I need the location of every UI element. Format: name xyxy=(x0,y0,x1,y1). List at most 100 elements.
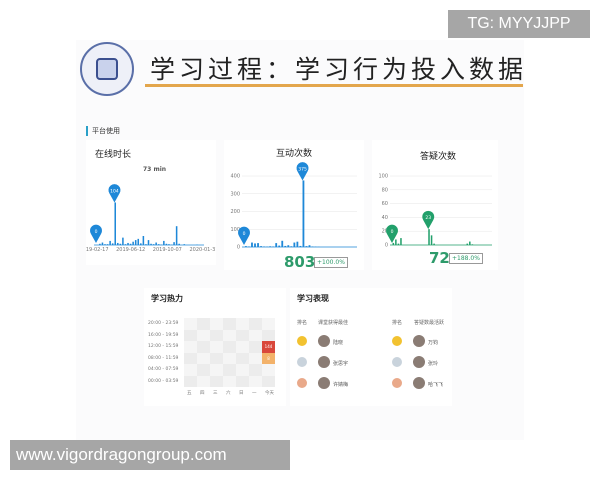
heatmap-cell[interactable] xyxy=(236,318,249,330)
marker-label: 375 xyxy=(298,166,307,172)
heatmap-cell[interactable] xyxy=(236,364,249,376)
bar xyxy=(99,243,101,245)
heatmap-cell[interactable] xyxy=(249,352,262,364)
heatmap-cell[interactable] xyxy=(249,341,262,353)
heatmap-row-label: 16:00 - 19:59 xyxy=(148,332,179,338)
heatmap-cell[interactable] xyxy=(184,329,197,341)
rank-header: 排名 xyxy=(297,320,308,326)
rank-header: 排名 xyxy=(392,320,403,326)
heatmap-cell[interactable] xyxy=(184,352,197,364)
heatmap-cell[interactable] xyxy=(197,364,210,376)
bar xyxy=(183,244,186,245)
heatmap-cell[interactable] xyxy=(184,364,197,376)
marker-pin xyxy=(296,162,309,181)
marker-label: 104 xyxy=(110,188,119,194)
y-tick-label: 40 xyxy=(382,215,388,221)
bar xyxy=(428,229,430,245)
bar xyxy=(111,243,114,245)
heatmap-row-label: 00:00 - 03:59 xyxy=(148,378,179,384)
bar xyxy=(163,240,165,245)
bar xyxy=(260,246,262,247)
interaction-panel: 互动次数 0 100 200 300 400 0 375 803 +100.0% xyxy=(224,140,364,271)
heatmap-cell[interactable] xyxy=(223,364,236,376)
student-name: 张思宇 xyxy=(333,361,349,367)
heatmap: 20:00 - 23:59 16:00 - 19:59 12:00 - 15:59 1… xyxy=(144,288,286,406)
bar xyxy=(124,244,127,245)
heatmap-cell[interactable] xyxy=(197,318,210,330)
bar xyxy=(127,242,129,245)
bar xyxy=(469,241,471,245)
university-logo xyxy=(80,42,134,96)
heatmap-cell[interactable] xyxy=(184,341,197,353)
y-tick-label: 20 xyxy=(382,229,388,235)
chart-subtitle: 73 min xyxy=(143,166,167,173)
heatmap-cell[interactable] xyxy=(223,352,236,364)
heatmap-cell[interactable] xyxy=(197,341,210,353)
heatmap-cell[interactable] xyxy=(249,329,262,341)
heatmap-col-label: 今天 xyxy=(265,391,274,396)
bar xyxy=(251,242,253,247)
heatmap-cell[interactable]: 8 xyxy=(262,352,275,364)
heatmap-cell[interactable] xyxy=(249,375,262,387)
heatmap-cell[interactable] xyxy=(262,329,275,341)
heatmap-cell[interactable] xyxy=(223,375,236,387)
heatmap-col-label: 六 xyxy=(226,391,231,396)
heatmap-cell[interactable] xyxy=(236,352,249,364)
bar xyxy=(275,243,278,247)
heatmap-cell[interactable] xyxy=(262,375,275,387)
bar xyxy=(147,240,150,245)
qa-panel: 答疑次数 0 20 40 60 80 100 0 23 72 +188.0% xyxy=(372,140,498,270)
bar xyxy=(466,243,469,245)
bar xyxy=(117,242,119,245)
marker-label: 23 xyxy=(425,215,431,221)
heatmap-cell[interactable] xyxy=(197,375,210,387)
heatmap-cell[interactable] xyxy=(210,364,223,376)
heatmap-cell[interactable] xyxy=(249,364,262,376)
heatmap-cell[interactable] xyxy=(223,341,236,353)
heatmap-cell[interactable] xyxy=(210,352,223,364)
heatmap-cell[interactable] xyxy=(236,329,249,341)
bar xyxy=(145,244,147,245)
heatmap-cell[interactable] xyxy=(197,329,210,341)
bar xyxy=(302,180,305,247)
bar xyxy=(395,239,397,245)
y-tick-label: 0 xyxy=(385,243,388,249)
heatmap-cell[interactable] xyxy=(184,375,197,387)
bar xyxy=(137,238,140,245)
heatmap-cell[interactable] xyxy=(262,364,275,376)
bar xyxy=(397,243,400,245)
heatmap-cell[interactable] xyxy=(210,341,223,353)
heatmap-cell[interactable] xyxy=(197,352,210,364)
heatmap-cell[interactable] xyxy=(210,329,223,341)
y-tick-label: 300 xyxy=(230,191,240,197)
heatmap-cell[interactable] xyxy=(184,318,197,330)
y-tick-label: 200 xyxy=(230,209,240,215)
heatmap-cell[interactable] xyxy=(236,341,249,353)
heatmap-cell[interactable] xyxy=(249,318,262,330)
bar xyxy=(106,244,109,245)
heatmap-cell[interactable]: 144 xyxy=(262,341,275,353)
online-time-chart: 2019-02-17 2019-06-12 2019-10-07 2020-01-31… xyxy=(86,184,216,253)
bar xyxy=(245,246,247,247)
y-tick-label: 0 xyxy=(237,245,240,251)
y-tick-label: 60 xyxy=(382,201,388,207)
bar xyxy=(433,243,435,245)
marker-pin xyxy=(90,224,102,243)
bar xyxy=(299,245,302,247)
bar xyxy=(281,240,284,247)
heatmap-cell[interactable] xyxy=(223,329,236,341)
marker-label: 0 xyxy=(95,229,98,235)
marker-pin xyxy=(422,210,435,230)
heatmap-cell[interactable] xyxy=(236,375,249,387)
qa-total: 72 xyxy=(429,249,450,267)
interaction-total: 803 xyxy=(284,253,316,271)
heatmap-cell[interactable] xyxy=(210,318,223,330)
heatmap-cell[interactable] xyxy=(223,318,236,330)
heatmap-cell[interactable] xyxy=(210,375,223,387)
y-tick-label: 80 xyxy=(382,187,388,193)
marker-pin xyxy=(386,224,398,243)
avatar xyxy=(318,335,330,347)
student-name: 张玲 xyxy=(428,361,439,367)
bar xyxy=(430,235,433,245)
heatmap-cell[interactable] xyxy=(262,318,275,330)
